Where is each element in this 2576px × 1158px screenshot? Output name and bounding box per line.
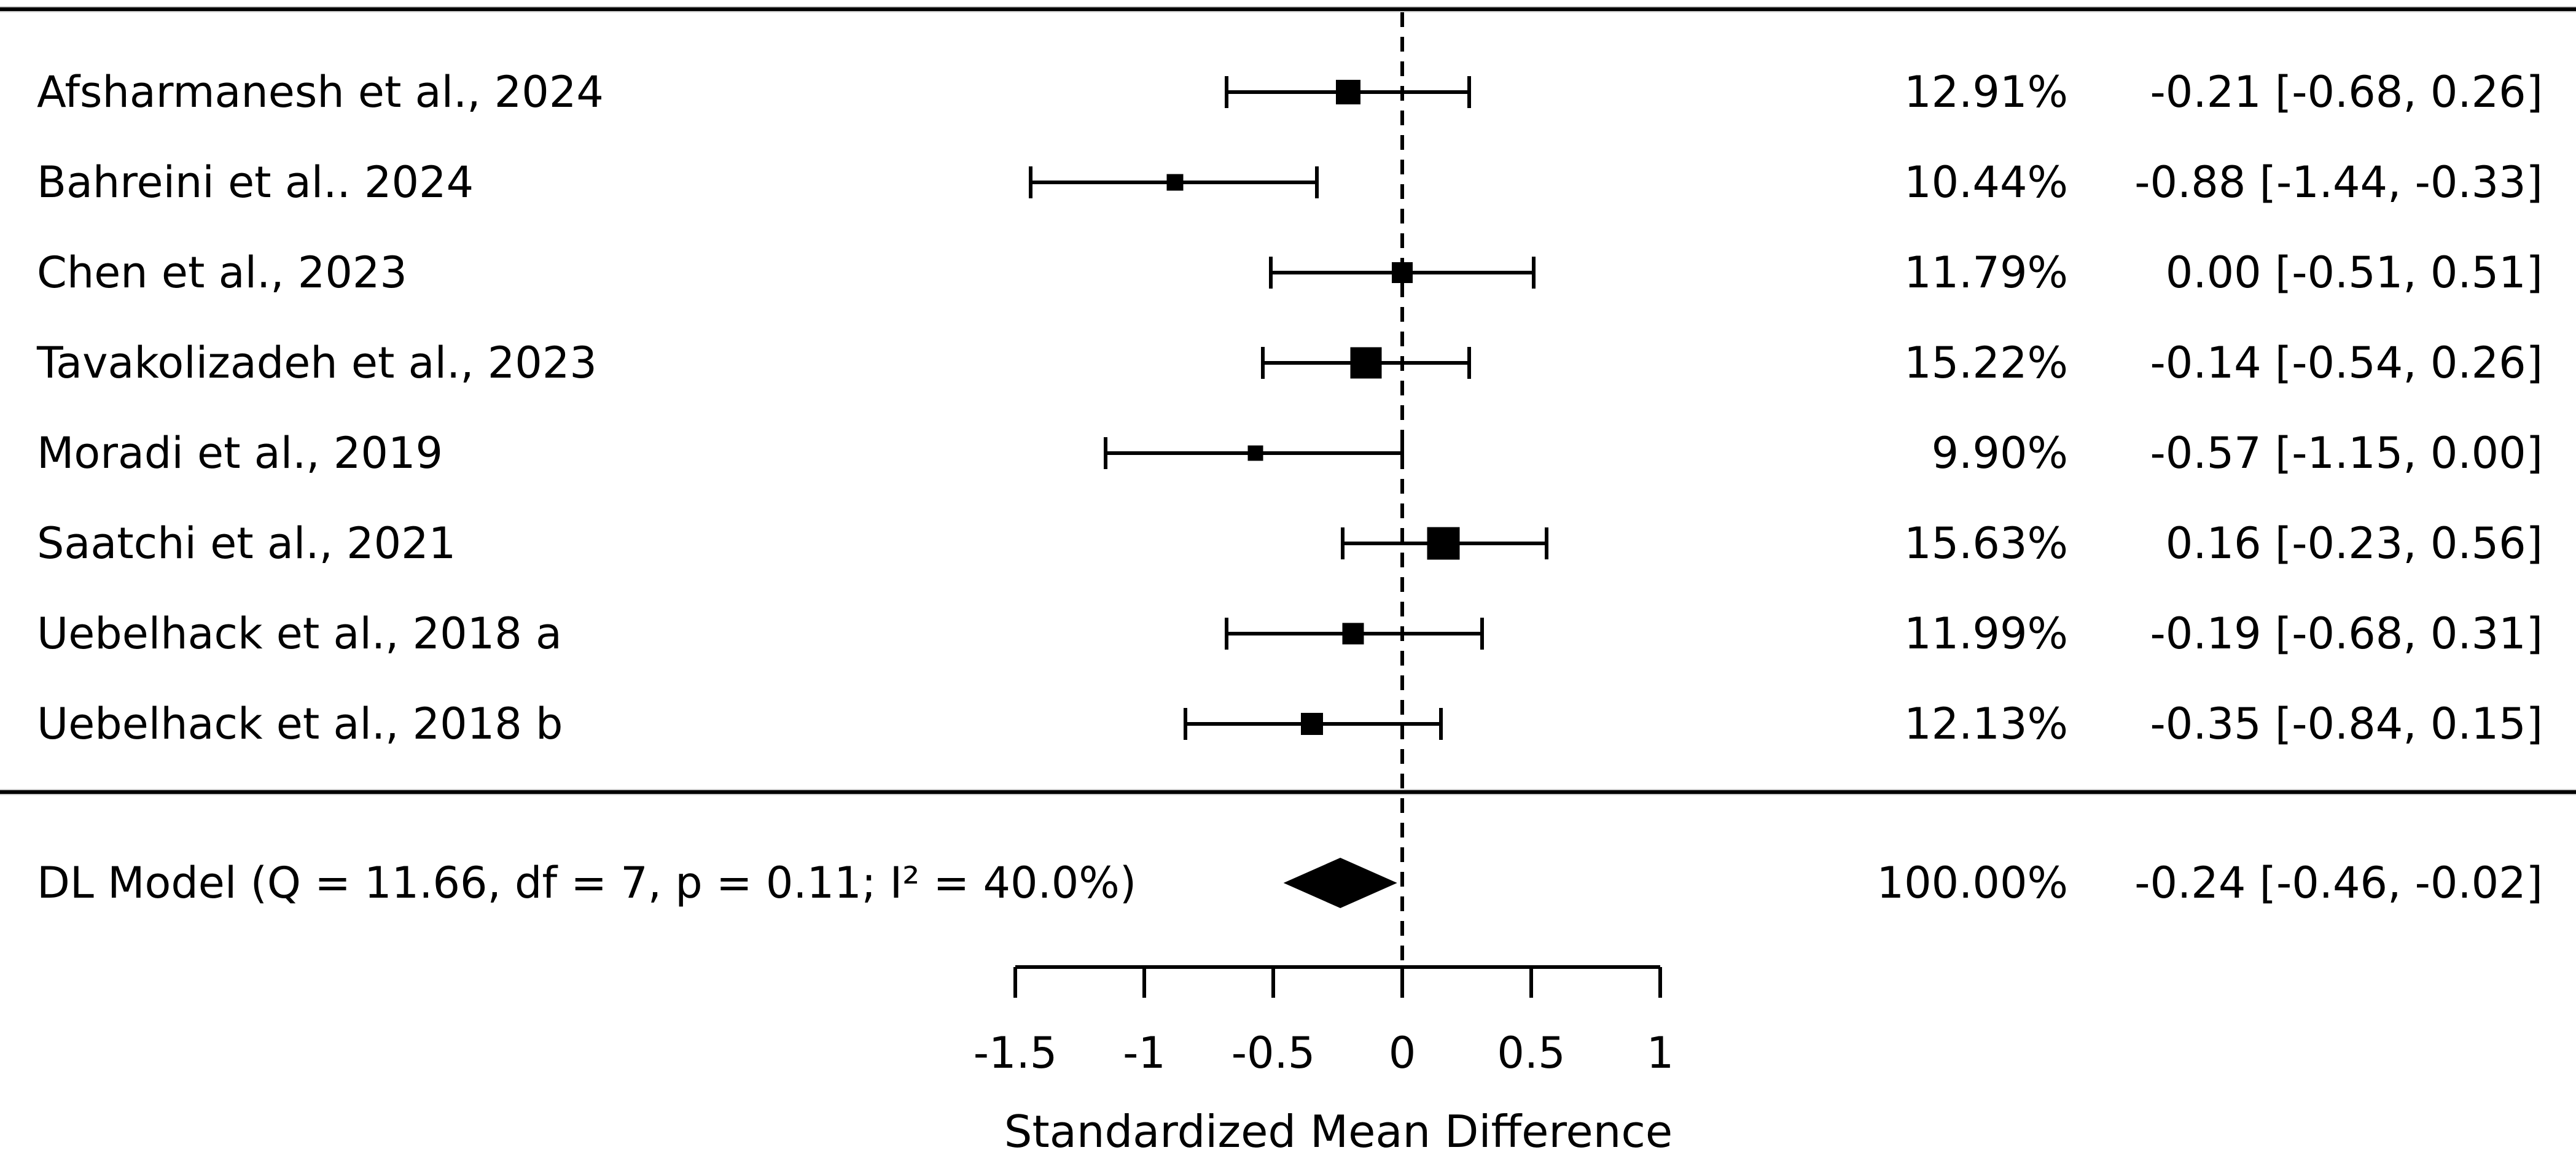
effect-point-square	[1427, 527, 1460, 560]
ci-cap-left	[1225, 618, 1229, 650]
ci-cap-left	[1225, 76, 1229, 108]
study-effect-estimate: 0.16 [-0.23, 0.56]	[2165, 518, 2543, 569]
study-label: Uebelhack et al., 2018 b	[37, 699, 563, 749]
study-effect-estimate: -0.14 [-0.54, 0.26]	[2150, 338, 2543, 388]
zero-reference-line	[1400, 12, 1404, 967]
x-axis-tick	[1529, 967, 1533, 998]
effect-point-square	[1335, 80, 1360, 104]
ci-cap-left	[1104, 437, 1107, 469]
ci-cap-right	[1532, 257, 1536, 289]
summary-effect-estimate: -0.24 [-0.46, -0.02]	[2134, 858, 2543, 908]
study-weight-value: 11.79%	[1904, 247, 2068, 298]
summary-label: DL Model (Q = 11.66, df = 7, p = 0.11; I…	[37, 858, 1137, 908]
x-axis-tick-label: -1.5	[973, 1028, 1058, 1078]
study-effect-estimate: -0.88 [-1.44, -0.33]	[2134, 157, 2543, 208]
study-label: Bahreini et al.. 2024	[37, 157, 474, 208]
x-axis-tick	[1658, 967, 1662, 998]
ci-cap-left	[1268, 257, 1273, 289]
study-label: Chen et al., 2023	[37, 247, 407, 298]
x-axis-tick-label: -1	[1123, 1028, 1166, 1078]
x-axis-title: Standardized Mean Difference	[1004, 1106, 1673, 1157]
study-label: Moradi et al., 2019	[37, 428, 443, 478]
study-effect-estimate: 0.00 [-0.51, 0.51]	[2165, 247, 2543, 298]
ci-cap-right	[1439, 708, 1443, 740]
top-rule	[0, 6, 2576, 12]
ci-cap-right	[1315, 166, 1319, 198]
effect-point-square	[1392, 262, 1413, 283]
effect-point-square	[1166, 174, 1184, 191]
ci-cap-left	[1184, 708, 1188, 740]
ci-cap-left	[1341, 527, 1345, 559]
effect-point-square	[1350, 347, 1382, 379]
ci-cap-right	[1480, 618, 1485, 650]
effect-point-square	[1342, 623, 1364, 645]
study-weight-value: 12.13%	[1904, 699, 2068, 749]
x-axis-tick	[1142, 967, 1146, 998]
summary-separator-rule	[0, 789, 2576, 795]
ci-cap-right	[1467, 76, 1472, 108]
ci-cap-left	[1261, 347, 1265, 379]
study-label: Tavakolizadeh et al., 2023	[37, 338, 597, 388]
x-axis-line	[1015, 965, 1660, 969]
x-axis-tick-label: 0.5	[1497, 1028, 1566, 1078]
study-weight-value: 10.44%	[1904, 157, 2068, 208]
study-effect-estimate: -0.21 [-0.68, 0.26]	[2150, 67, 2543, 117]
study-label: Afsharmanesh et al., 2024	[37, 67, 604, 117]
summary-diamond	[1283, 858, 1397, 908]
x-axis-tick	[1013, 967, 1017, 998]
x-axis-tick	[1271, 967, 1275, 998]
summary-weight-value: 100.00%	[1876, 858, 2068, 908]
study-effect-estimate: -0.35 [-0.84, 0.15]	[2150, 699, 2543, 749]
study-weight-value: 11.99%	[1904, 608, 2068, 659]
study-effect-estimate: -0.19 [-0.68, 0.31]	[2150, 608, 2543, 659]
study-label: Uebelhack et al., 2018 a	[37, 608, 562, 659]
study-weight-value: 9.90%	[1931, 428, 2068, 478]
study-label: Saatchi et al., 2021	[37, 518, 456, 569]
effect-point-square	[1301, 713, 1323, 735]
study-weight-value: 15.22%	[1904, 338, 2068, 388]
x-axis-tick-label: -0.5	[1231, 1028, 1316, 1078]
ci-cap-left	[1029, 166, 1033, 198]
ci-cap-right	[1545, 527, 1549, 559]
ci-cap-right	[1400, 437, 1404, 469]
x-axis-tick-label: 1	[1646, 1028, 1674, 1078]
x-axis-tick-label: 0	[1388, 1028, 1416, 1078]
study-weight-value: 15.63%	[1904, 518, 2068, 569]
ci-cap-right	[1467, 347, 1472, 379]
study-weight-value: 12.91%	[1904, 67, 2068, 117]
study-effect-estimate: -0.57 [-1.15, 0.00]	[2150, 428, 2543, 478]
x-axis-tick	[1400, 967, 1404, 998]
effect-point-square	[1247, 445, 1263, 461]
